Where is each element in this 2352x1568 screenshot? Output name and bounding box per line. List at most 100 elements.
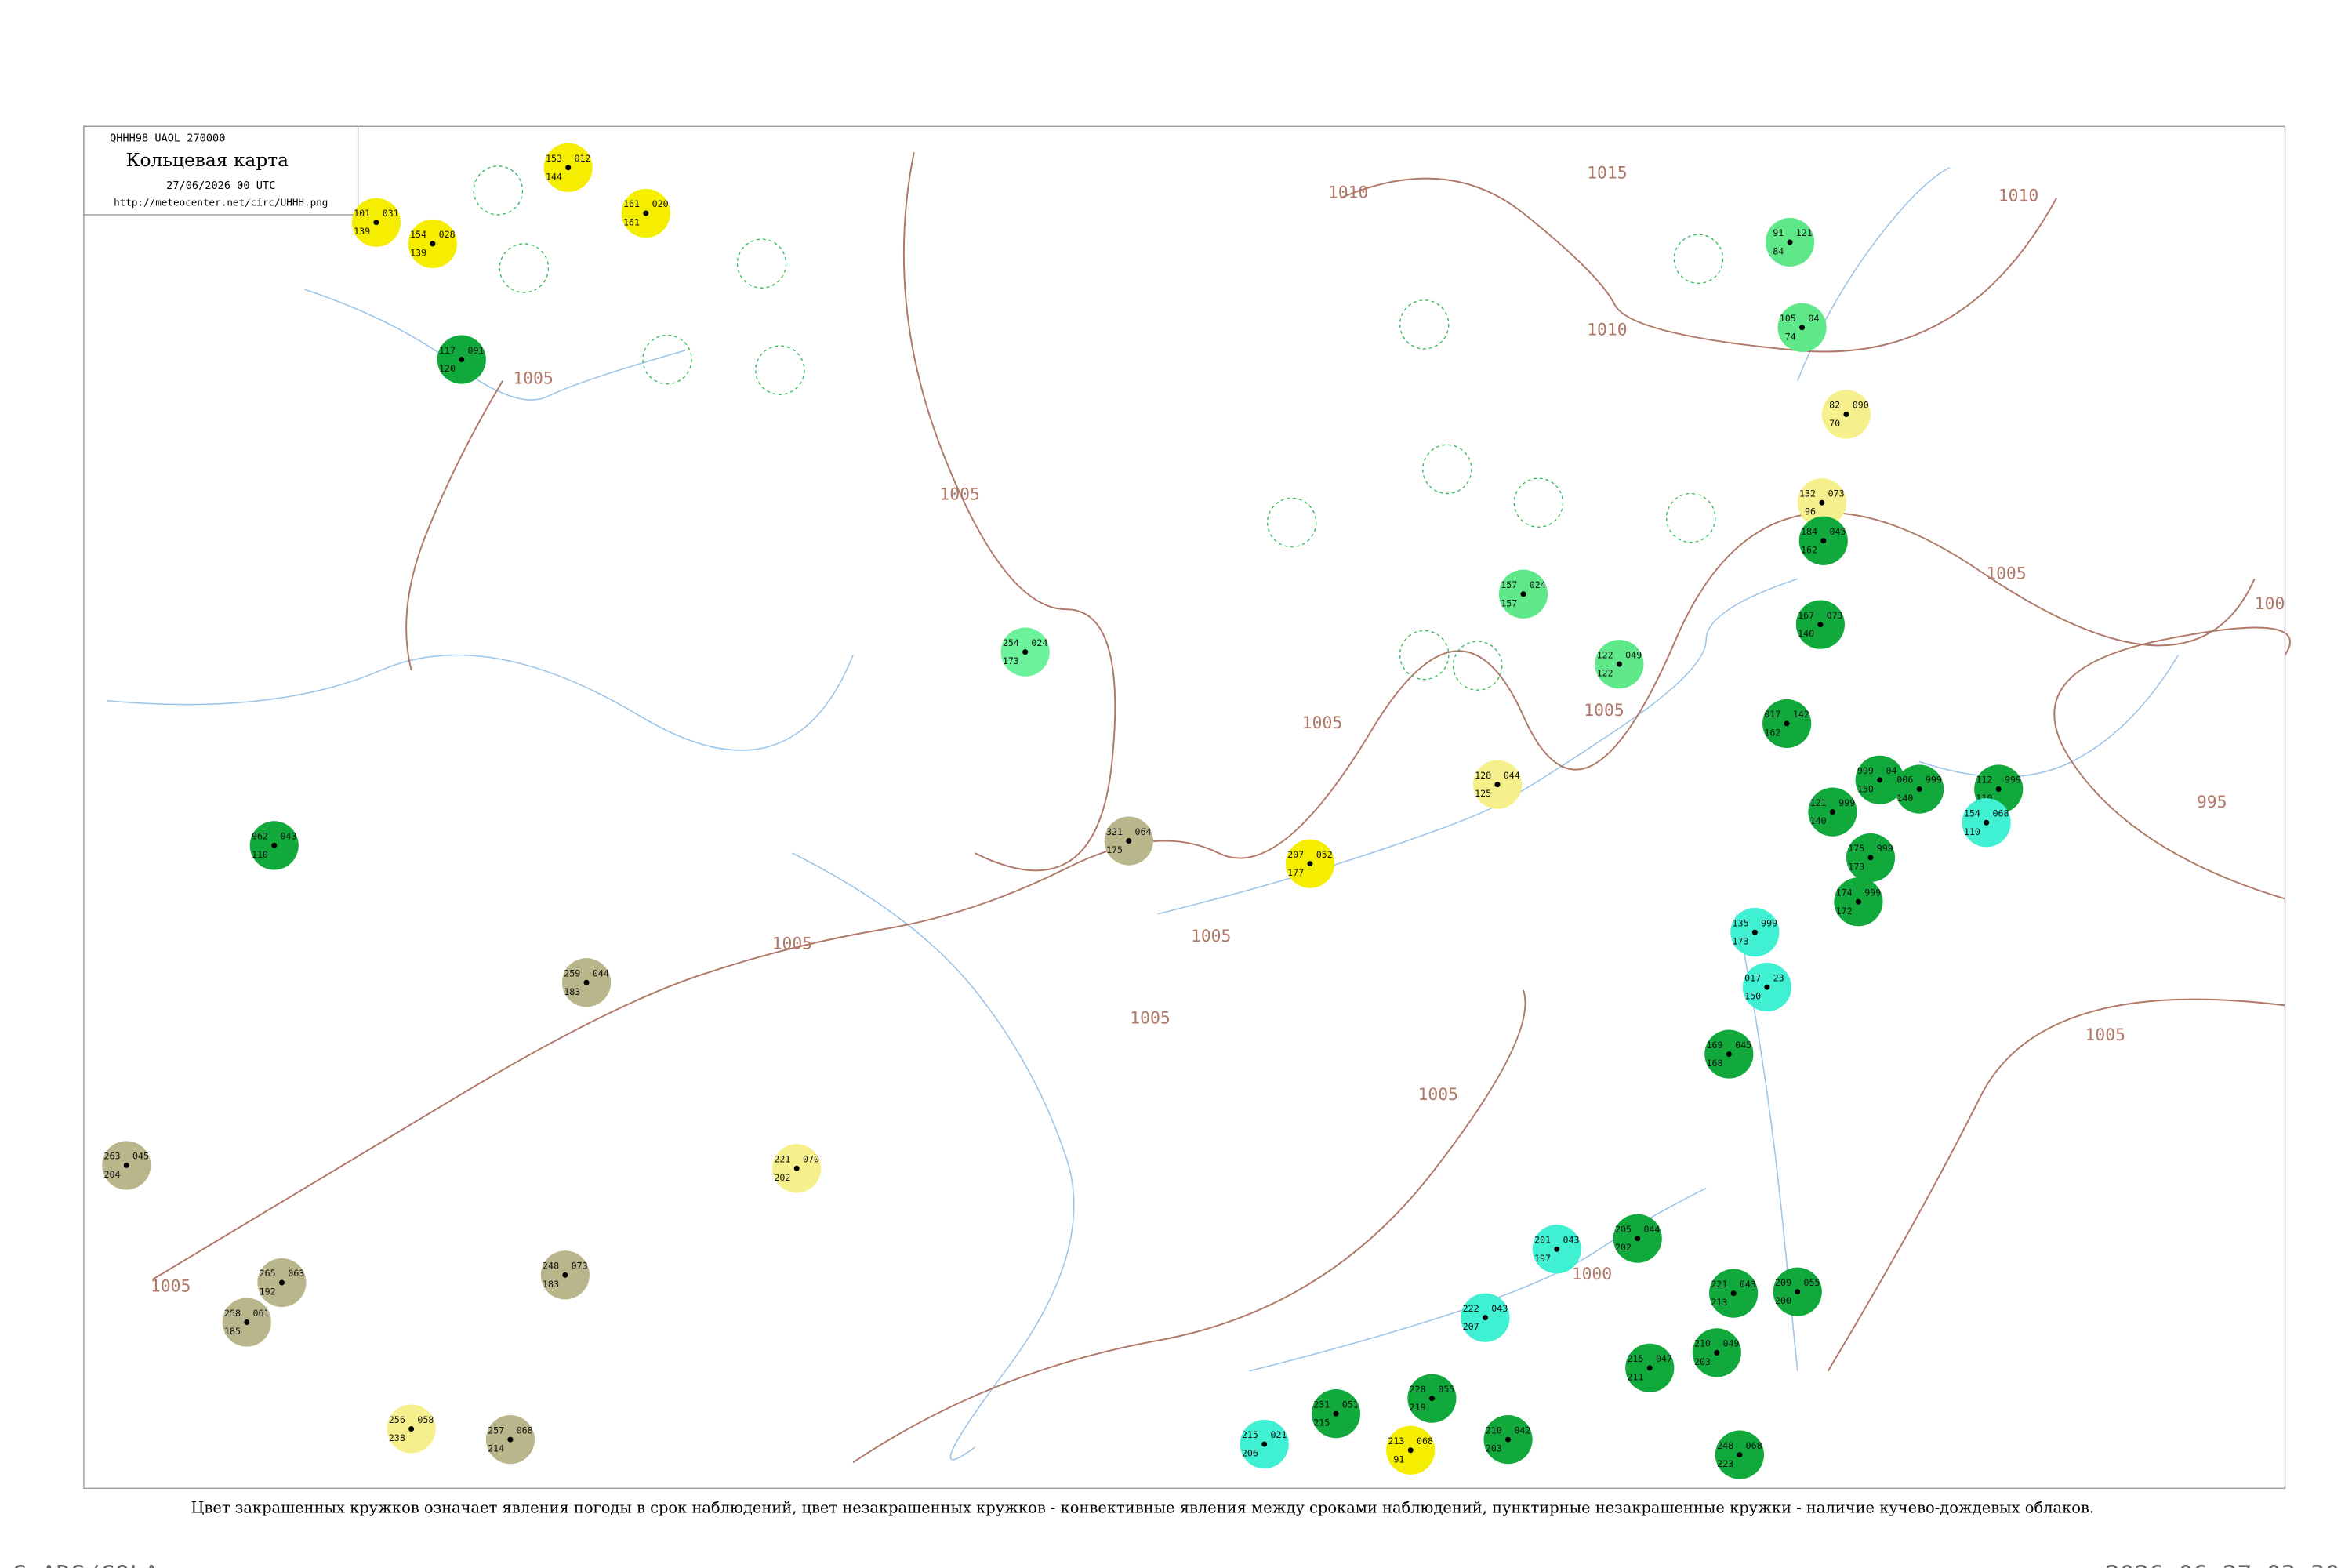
station-value: 117 — [439, 345, 456, 356]
station-dot — [1995, 786, 2002, 792]
station: 228 055 219 — [1407, 1374, 1457, 1423]
station-dot — [1635, 1236, 1641, 1242]
station-dot — [1407, 1447, 1414, 1454]
station: 132 073 96 — [1797, 478, 1846, 528]
station-dot — [1855, 898, 1861, 905]
station: 213 068 91 — [1386, 1425, 1436, 1475]
station-value: 042 — [1514, 1425, 1530, 1436]
station-value: 173 — [1733, 936, 1749, 947]
station-value: 055 — [1438, 1384, 1454, 1395]
station-value: 321 — [1106, 826, 1123, 837]
isobar-label: 1005 — [1191, 927, 1231, 946]
station: 221 070 202 — [772, 1144, 822, 1193]
header-code: QHHH98 UAOL 270000 — [110, 132, 225, 145]
station-value: 197 — [1534, 1253, 1551, 1264]
station: 256 058 238 — [387, 1404, 436, 1454]
station-dot — [1428, 1396, 1435, 1402]
station-value: 999 — [1838, 797, 1855, 808]
station-value: 122 — [1597, 649, 1613, 660]
station: 221 043 213 — [1709, 1269, 1759, 1318]
station-value: 207 — [1287, 849, 1304, 860]
station-value: 248 — [1717, 1440, 1733, 1451]
footer-left: GrADS/COLA — [13, 1561, 159, 1568]
station-value: 068 — [1746, 1440, 1762, 1451]
station-value: 962 — [252, 831, 268, 842]
station-value: 070 — [803, 1154, 819, 1165]
station-value: 112 — [1976, 775, 1992, 786]
station-value: 006 — [1896, 775, 1913, 786]
station-value: 139 — [354, 226, 370, 237]
isobar-label: 1005 — [1130, 1009, 1170, 1029]
station-dot — [1795, 1289, 1801, 1295]
station-value: 205 — [1615, 1224, 1632, 1235]
station-dot — [1751, 929, 1758, 935]
station-value: 259 — [564, 967, 580, 978]
station: 128 044 125 — [1472, 760, 1523, 809]
station-value: 140 — [1896, 793, 1913, 804]
station-value: 055 — [1804, 1277, 1820, 1288]
station: 265 063 192 — [257, 1258, 307, 1308]
station: 321 064 175 — [1104, 816, 1153, 866]
station-dot — [1726, 1051, 1732, 1058]
station-dot — [408, 1426, 415, 1432]
station: 259 044 183 — [561, 958, 612, 1007]
station-value: 214 — [488, 1443, 504, 1454]
station: 184 045 162 — [1798, 516, 1848, 565]
station: 215 021 206 — [1240, 1419, 1289, 1469]
station-value: 043 — [1740, 1279, 1756, 1290]
station-value: 221 — [1711, 1279, 1727, 1290]
station-value: 091 — [468, 345, 485, 356]
station-value: 110 — [252, 849, 268, 860]
station-dot — [1877, 777, 1883, 783]
station-value: 012 — [575, 153, 591, 164]
station-dot — [1820, 538, 1827, 544]
station-value: 265 — [260, 1268, 276, 1279]
station-value: 049 — [1723, 1338, 1740, 1349]
station-value: 157 — [1501, 579, 1517, 590]
station-value: 258 — [224, 1308, 241, 1319]
station-value: 999 — [1864, 887, 1881, 898]
station: 153 012 144 — [543, 143, 593, 192]
station-value: 073 — [572, 1261, 588, 1272]
station-value: 168 — [1707, 1058, 1723, 1069]
station-value: 021 — [1270, 1429, 1287, 1440]
station-value: 047 — [1656, 1353, 1672, 1364]
station-dot — [565, 165, 572, 171]
station: 999 04 150 — [1855, 755, 1904, 804]
station-value: 068 — [1417, 1436, 1433, 1446]
station-value: 028 — [439, 229, 456, 240]
station: 210 042 203 — [1483, 1415, 1533, 1465]
isobar-label: 1005 — [1986, 564, 2026, 583]
station-value: 91 — [1773, 227, 1784, 238]
station-dot — [430, 241, 436, 247]
station-value: 024 — [1031, 637, 1047, 648]
station-value: 175 — [1106, 844, 1123, 855]
station-dot — [1764, 984, 1770, 990]
station-value: 201 — [1534, 1234, 1551, 1245]
station-value: 210 — [1486, 1425, 1502, 1436]
station-value: 231 — [1313, 1399, 1330, 1410]
station-dot — [1799, 325, 1806, 331]
station: 175 999 173 — [1846, 833, 1896, 883]
station: 82 090 70 — [1821, 390, 1871, 439]
station-value: 052 — [1316, 849, 1333, 860]
station: 254 024 173 — [1000, 627, 1050, 677]
header-box: QHHH98 UAOL 270000 Кольцевая карта 27/06… — [83, 125, 359, 216]
station-dot — [1916, 786, 1922, 792]
station-value: 157 — [1501, 597, 1517, 608]
caption: Цвет закрашенных кружков означает явлени… — [191, 1498, 2094, 1516]
station-value: 017 — [1764, 709, 1780, 720]
station-value: 132 — [1799, 488, 1816, 499]
station: 91 121 84 — [1765, 217, 1815, 267]
station-dot — [1307, 861, 1313, 867]
isobar-label: 1010 — [1328, 183, 1368, 203]
station-value: 045 — [132, 1151, 149, 1162]
station-value: 177 — [1287, 867, 1304, 878]
station-value: 183 — [564, 986, 580, 997]
station-dot — [507, 1436, 514, 1443]
station-value: 175 — [1848, 843, 1864, 854]
station-value: 211 — [1627, 1371, 1643, 1382]
stations: 101 031 139 154 028 139 153 012 144 161 020 161 117 0… — [102, 143, 2024, 1479]
footer-right: 2026-06-27-03:30 — [2105, 1561, 2339, 1568]
